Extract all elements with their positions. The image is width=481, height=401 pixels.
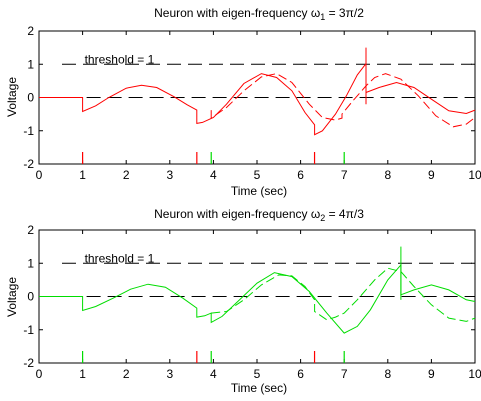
solid-series bbox=[39, 62, 476, 136]
dashed-series bbox=[210, 73, 476, 128]
y-axis-label: Voltage bbox=[5, 277, 19, 317]
plot-area: 0 1 2 3 4 5 6 7 8 9 10 -2 -1 0 1 2 threshold = 1 bbox=[23, 223, 481, 381]
y-tick-label: -2 bbox=[23, 157, 34, 171]
chart-panel-1: Neuron with eigen-frequency ω1 = 3π/2 Vo… bbox=[5, 6, 481, 198]
x-tick-label: 9 bbox=[428, 168, 435, 182]
y-tick-label: 1 bbox=[27, 256, 34, 270]
chart-title: Neuron with eigen-frequency ω1 = 3π/2 bbox=[154, 6, 364, 22]
x-tick-label: 3 bbox=[166, 367, 173, 381]
x-tick-label: 3 bbox=[166, 168, 173, 182]
x-tick-label: 6 bbox=[297, 168, 304, 182]
x-tick-label: 9 bbox=[428, 367, 435, 381]
x-tick-label: 1 bbox=[79, 367, 86, 381]
x-tick-label: 10 bbox=[468, 168, 481, 182]
threshold-label: threshold = 1 bbox=[85, 251, 155, 265]
x-tick-label: 4 bbox=[210, 367, 217, 381]
x-tick-label: 5 bbox=[254, 367, 261, 381]
x-tick-label: 7 bbox=[341, 168, 348, 182]
y-axis-label: Voltage bbox=[5, 77, 19, 117]
threshold-label: threshold = 1 bbox=[85, 52, 155, 66]
y-tick-label: -1 bbox=[23, 124, 34, 138]
y-tick-label: 0 bbox=[27, 91, 34, 105]
chart-title: Neuron with eigen-frequency ω2 = 4π/3 bbox=[154, 207, 364, 223]
dashed-series bbox=[211, 267, 476, 322]
x-tick-label: 6 bbox=[297, 367, 304, 381]
y-tick-label: 0 bbox=[27, 290, 34, 304]
x-tick-label: 5 bbox=[254, 168, 261, 182]
x-tick-label: 2 bbox=[123, 367, 130, 381]
y-tick-label: 1 bbox=[27, 57, 34, 71]
chart-panel-2: Neuron with eigen-frequency ω2 = 4π/3 Vo… bbox=[5, 207, 481, 395]
y-tick-label: 2 bbox=[27, 223, 34, 237]
y-tick-label: -1 bbox=[23, 323, 34, 337]
y-tick-label: -2 bbox=[23, 356, 34, 370]
y-tick-label: 2 bbox=[27, 24, 34, 38]
x-tick-label: 4 bbox=[210, 168, 217, 182]
plot-area: 0 1 2 3 4 5 6 7 8 9 10 -2 -1 0 1 2 threshold = 1 bbox=[23, 24, 481, 182]
x-tick-label: 8 bbox=[384, 367, 391, 381]
x-tick-label: 7 bbox=[341, 367, 348, 381]
x-tick-label: 1 bbox=[79, 168, 86, 182]
x-tick-label: 10 bbox=[468, 367, 481, 381]
x-axis-label: Time (sec) bbox=[231, 184, 287, 198]
x-tick-label: 0 bbox=[36, 367, 43, 381]
x-tick-label: 0 bbox=[36, 168, 43, 182]
x-tick-label: 8 bbox=[384, 168, 391, 182]
solid-series bbox=[39, 263, 476, 334]
x-tick-label: 2 bbox=[123, 168, 130, 182]
x-axis-label: Time (sec) bbox=[231, 381, 287, 395]
